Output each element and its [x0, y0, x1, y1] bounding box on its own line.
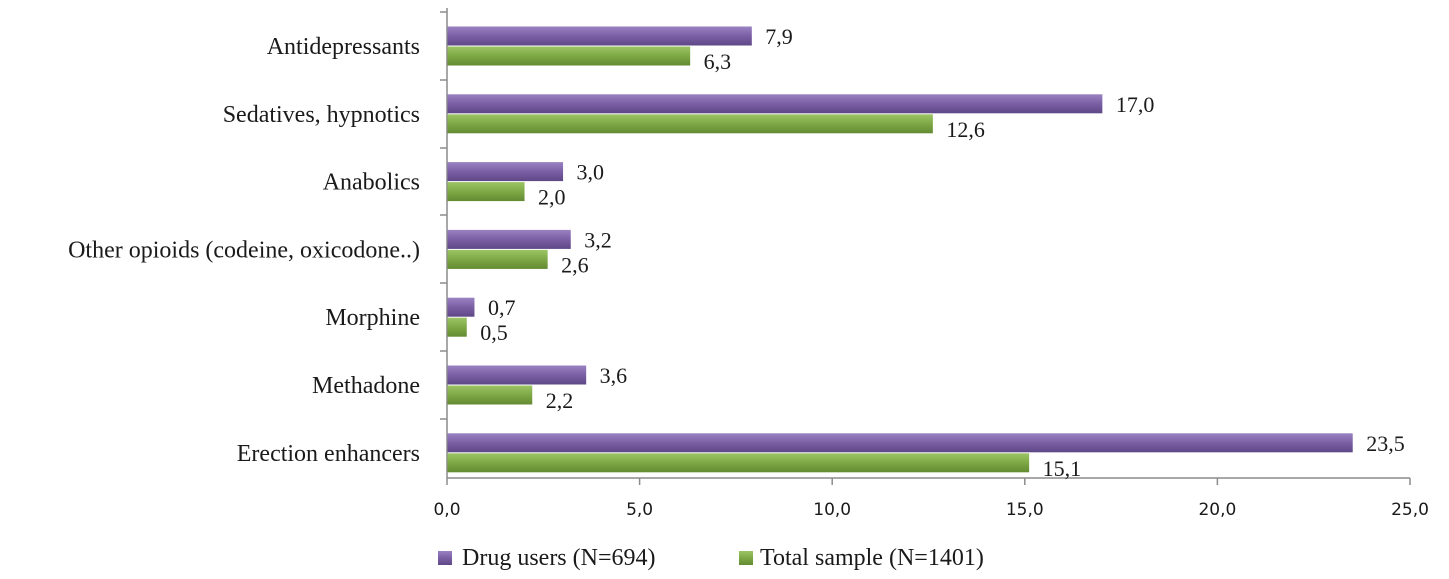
data-label: 3,6 [600, 363, 628, 388]
bar-drug-users [447, 365, 587, 385]
bar-total-sample [447, 46, 691, 66]
legend-entry: Total sample (N=1401) [760, 545, 984, 571]
legend-entry: Drug users (N=694) [462, 545, 656, 571]
x-tick-label: 25,0 [1391, 500, 1429, 520]
data-label: 15,1 [1043, 456, 1082, 481]
data-label: 6,3 [704, 49, 732, 74]
data-label: 3,0 [577, 160, 605, 185]
data-label: 2,2 [546, 388, 574, 413]
category-label: Morphine [325, 305, 420, 331]
bar-total-sample [447, 114, 933, 134]
bar-drug-users [447, 162, 564, 182]
bar-total-sample [447, 385, 533, 405]
data-label: 12,6 [946, 117, 985, 142]
bar-drug-users [447, 26, 752, 46]
category-label: Methadone [312, 373, 420, 399]
data-label: 0,7 [488, 295, 516, 320]
category-label: Antidepressants [267, 34, 420, 60]
bar-drug-users [447, 297, 475, 317]
x-tick-label: 5,0 [626, 500, 653, 520]
category-label: Erection enhancers [237, 441, 420, 467]
category-label: Other opioids (codeine, oxicodone..) [68, 237, 420, 263]
x-tick-label: 20,0 [1198, 500, 1236, 520]
x-tick-label: 0,0 [433, 500, 460, 520]
data-label: 17,0 [1116, 92, 1155, 117]
legend-swatch [739, 551, 753, 565]
category-label: Anabolics [323, 170, 420, 196]
data-label: 2,0 [538, 185, 566, 210]
bar-total-sample [447, 453, 1030, 473]
category-label: Sedatives, hypnotics [223, 102, 420, 128]
bar-total-sample [447, 182, 525, 202]
data-label: 0,5 [480, 320, 508, 345]
plot-area: 0,0 5,0 10,0 15,0 20,0 25,0 Antidepressants 7,9… [68, 8, 1429, 520]
data-label: 2,6 [561, 252, 589, 277]
bar-total-sample [447, 317, 467, 337]
data-label: 3,2 [584, 227, 612, 252]
legend: Drug users (N=694) Total sample (N=1401) [438, 545, 984, 571]
bar-total-sample [447, 249, 548, 269]
bar-drug-users [447, 229, 571, 249]
data-label: 23,5 [1366, 431, 1405, 456]
x-tick-label: 10,0 [813, 500, 851, 520]
bar-drug-users [447, 433, 1353, 453]
x-tick-label: 15,0 [1006, 500, 1044, 520]
bar-drug-users [447, 94, 1103, 114]
data-label: 7,9 [765, 24, 793, 49]
legend-swatch [438, 551, 452, 565]
